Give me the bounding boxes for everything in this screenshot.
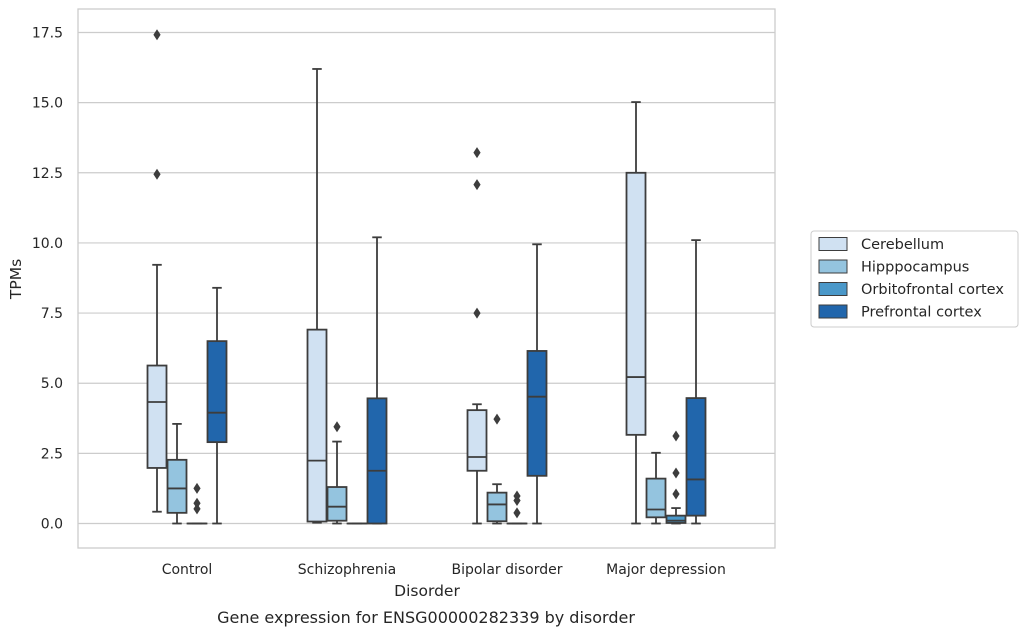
legend-label: Hipppocampus <box>861 260 969 276</box>
outlier-point <box>513 490 521 502</box>
box-2-1 <box>486 413 508 525</box>
outlier-point <box>193 482 201 494</box>
box-1-3 <box>366 236 388 525</box>
outlier-point <box>672 467 680 479</box>
box-1-1 <box>326 421 348 525</box>
outlier-point <box>513 507 521 519</box>
box-0-0 <box>146 29 168 513</box>
plot-area-frame <box>77 8 776 549</box>
chart-caption: Gene expression for ENSG00000282339 by d… <box>217 608 635 627</box>
box-2-3 <box>526 243 548 525</box>
outlier-point <box>193 497 201 509</box>
box-body <box>166 458 188 514</box>
x-tick-label: Major depression <box>606 562 726 578</box>
legend-items: Cerebellum Hipppocampus Orbitofrontal cort… <box>818 237 1004 321</box>
box-3-3 <box>685 239 707 525</box>
box-body <box>685 397 707 517</box>
legend-label: Cerebellum <box>861 237 944 253</box>
legend-label: Orbitofrontal cortex <box>861 282 1004 298</box>
outlier-point <box>193 503 201 515</box>
y-tick-label: 5.0 <box>41 376 63 392</box>
outlier-point <box>473 179 481 191</box>
y-axis-ticks: 0.0 2.5 5.0 7.5 10.0 12.5 15.0 17.5 <box>32 26 63 533</box>
outlier-point <box>493 413 501 425</box>
box-body <box>306 328 328 523</box>
box-body <box>466 409 488 472</box>
box-3-1 <box>645 451 667 525</box>
box-1-0 <box>306 68 328 524</box>
box-body <box>146 364 168 469</box>
y-tick-label: 12.5 <box>32 166 63 182</box>
box-body <box>665 514 687 524</box>
outlier-point <box>473 147 481 159</box>
box-2-0 <box>466 147 488 525</box>
legend-frame <box>810 230 1019 328</box>
outlier-point <box>672 488 680 500</box>
boxes-layer <box>146 29 707 525</box>
y-axis-title: TPMs <box>7 259 25 300</box>
box-3-0 <box>625 101 647 525</box>
box-body <box>206 340 228 444</box>
x-axis-title: Disorder <box>394 582 460 600</box>
box-2-2 <box>506 490 528 525</box>
legend-label: Prefrontal cortex <box>861 305 982 321</box>
box-body <box>326 486 348 522</box>
x-tick-label: Schizophrenia <box>298 562 396 578</box>
y-tick-label: 2.5 <box>41 446 63 462</box>
gridlines <box>78 31 775 525</box>
y-tick-label: 17.5 <box>32 26 63 42</box>
outlier-point <box>153 29 161 41</box>
outlier-point <box>153 168 161 180</box>
x-tick-label: Control <box>162 562 213 578</box>
box-0-1 <box>166 422 188 525</box>
y-tick-label: 10.0 <box>32 236 63 252</box>
box-body <box>486 491 508 523</box>
y-tick-label: 0.0 <box>41 517 63 533</box>
y-tick-label: 15.0 <box>32 96 63 112</box>
box-body <box>645 477 667 519</box>
outlier-point <box>473 307 481 319</box>
box-0-2 <box>186 482 208 525</box>
box-0-3 <box>206 286 228 525</box>
box-body <box>625 171 647 436</box>
legend-swatch <box>818 304 848 319</box>
outlier-point <box>333 421 341 433</box>
outlier-point <box>672 430 680 442</box>
x-tick-label: Bipolar disorder <box>451 562 562 578</box>
box-3-2 <box>665 430 687 525</box>
box-body <box>526 350 548 477</box>
legend: Cerebellum Hipppocampus Orbitofrontal cort… <box>810 230 1019 328</box>
legend-swatch <box>818 282 848 296</box>
legend-swatch <box>818 259 848 274</box>
y-tick-label: 7.5 <box>41 306 63 322</box>
box-body <box>366 397 388 525</box>
x-axis-ticks: Control Schizophrenia Bipolar disorder Majo… <box>162 562 726 578</box>
legend-swatch <box>818 237 848 251</box>
